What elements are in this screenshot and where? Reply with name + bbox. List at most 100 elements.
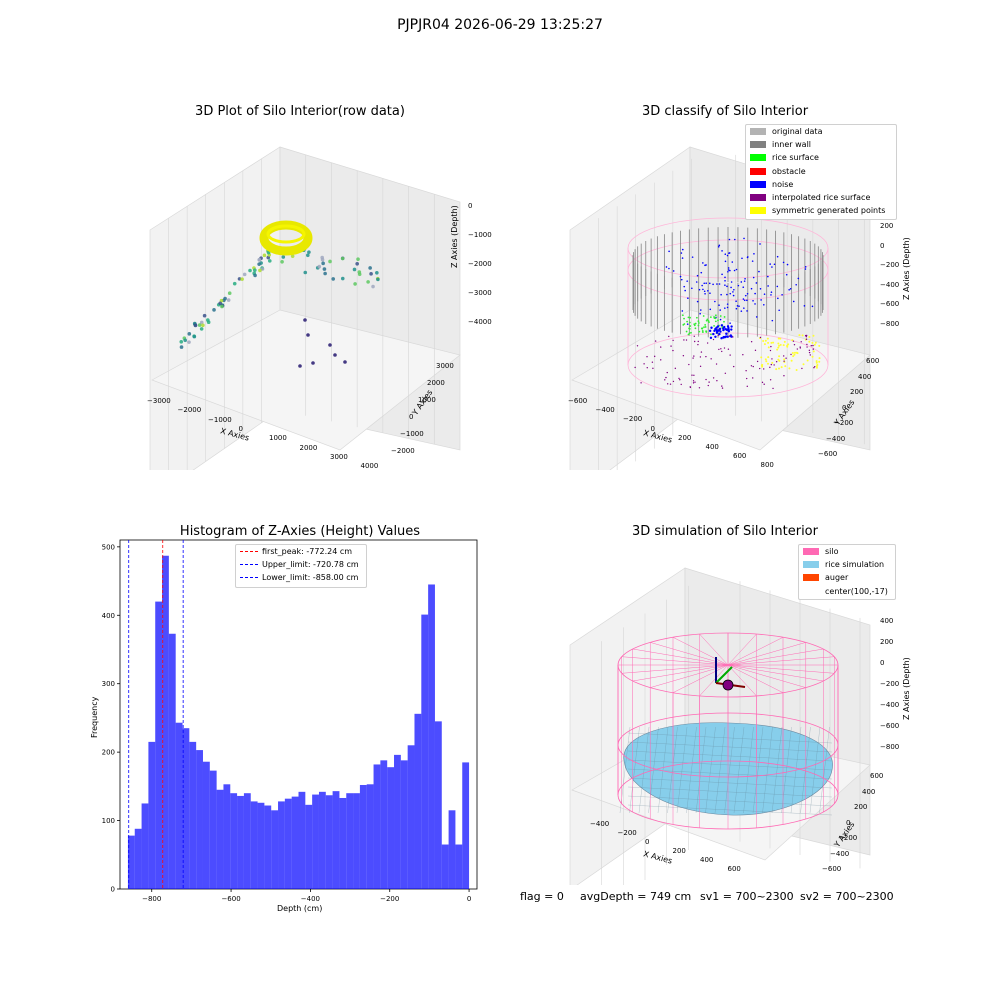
raw-y-tick: −1000 (400, 430, 424, 438)
noise-point (723, 335, 727, 339)
symmetric-point (767, 341, 770, 344)
histogram-legend-item: Lower_limit: -858.00 cm (236, 571, 366, 584)
symmetric-point (770, 341, 773, 344)
raw-point (340, 276, 345, 281)
symmetric-point (772, 341, 775, 344)
histogram-bar (455, 844, 463, 889)
simulation-y-tick: 200 (854, 803, 868, 811)
interpolated-point (750, 341, 753, 343)
raw-point (306, 333, 310, 337)
rice-surface-point (710, 333, 712, 336)
noise-point (704, 292, 706, 295)
simulation-3d-plot (569, 567, 871, 885)
histogram-bar (414, 713, 422, 889)
symmetric-point (811, 355, 814, 358)
rice-surface-point (693, 324, 696, 327)
interpolated-point (665, 376, 667, 379)
noise-point (726, 293, 728, 296)
interpolated-point (636, 345, 639, 347)
noise-point (679, 275, 682, 278)
rice-surface-point (695, 316, 698, 319)
noise-point (727, 270, 729, 273)
histogram-y-tick: 100 (102, 817, 115, 825)
interpolated-point (808, 349, 811, 352)
interpolated-point (715, 363, 718, 365)
noise-point (718, 283, 721, 285)
raw-point (212, 308, 216, 312)
noise-point (744, 294, 747, 297)
raw-point (366, 280, 370, 284)
raw-point (267, 259, 272, 263)
interpolated-point (728, 335, 731, 337)
classify-z-tick: −600 (880, 300, 900, 308)
symmetric-point (779, 337, 782, 340)
raw-point (290, 254, 295, 258)
interpolated-point (640, 382, 642, 384)
noise-point (707, 290, 709, 292)
histogram-bar (366, 784, 374, 889)
symmetric-point (762, 339, 765, 342)
interpolated-point (763, 383, 765, 385)
interpolated-point (742, 354, 744, 356)
raw-x-tick: 1000 (269, 434, 287, 443)
interpolated-point (678, 377, 680, 380)
interpolated-point (809, 354, 811, 356)
raw-point (218, 301, 222, 306)
noise-point (769, 263, 771, 265)
histogram-x-tick: −800 (142, 895, 161, 903)
interpolated-point (769, 366, 771, 369)
interpolated-point (770, 345, 772, 348)
simulation-x-tick: 400 (700, 856, 714, 864)
noise-point (731, 261, 734, 263)
symmetric-point (802, 363, 805, 366)
noise-point (718, 328, 721, 332)
raw-point (321, 261, 325, 266)
histogram-legend-item: Upper_limit: -720.78 cm (236, 558, 366, 571)
noise-point (740, 310, 743, 312)
noise-point (709, 292, 711, 295)
rice-surface-point (723, 316, 726, 318)
simulation-y-tick: −200 (838, 834, 858, 842)
noise-point (713, 329, 716, 333)
interpolated-point (672, 380, 675, 383)
histogram-y-tick: 400 (102, 612, 115, 620)
interpolated-point (761, 381, 764, 384)
symmetric-point (808, 335, 811, 338)
noise-point (732, 294, 735, 297)
interpolated-point (685, 339, 688, 341)
noise-point (754, 292, 756, 295)
noise-point (720, 293, 722, 296)
histogram-bar (127, 835, 135, 889)
noise-point (725, 332, 728, 335)
interpolated-point (812, 344, 814, 347)
raw-z-tick: −1000 (468, 231, 492, 239)
histogram-bar (175, 722, 183, 889)
rice-surface-point (713, 316, 715, 318)
raw-y-tick: 0 (409, 413, 414, 421)
interpolated-point (754, 349, 757, 352)
interpolated-point (692, 382, 695, 384)
rice-surface-point (714, 317, 717, 320)
interpolated-point (758, 367, 761, 370)
histogram-x-ticks: −800 −600 −400 −200 0 (142, 889, 471, 903)
noise-point (726, 254, 729, 257)
interpolated-point (805, 338, 808, 340)
raw-point (257, 258, 262, 262)
noise-point (728, 252, 730, 254)
symmetric-point (782, 344, 785, 347)
symmetric-point (815, 361, 818, 364)
symmetric-point (765, 360, 768, 363)
interpolated-point (723, 347, 726, 349)
noise-point (752, 276, 755, 279)
symmetric-point (760, 364, 763, 367)
simulation-y-tick: 600 (870, 772, 884, 780)
noise-point (742, 298, 745, 300)
classify-legend-item: obstacle (746, 165, 896, 178)
rice-surface-point (698, 322, 700, 324)
simulation-z-tick: −800 (880, 743, 900, 751)
histogram-bar (359, 784, 367, 889)
noise-point (699, 312, 701, 315)
rice-surface-point (698, 330, 701, 333)
classify-legend-item: noise (746, 178, 896, 191)
classify-inner-wall (632, 227, 824, 338)
